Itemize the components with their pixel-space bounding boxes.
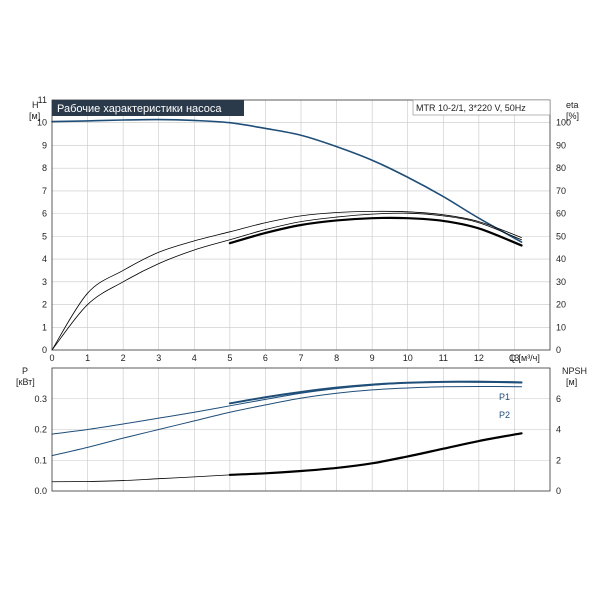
series-label-p1: P1 — [499, 392, 510, 402]
y-right-tick-label: 80 — [556, 163, 566, 173]
y-right-tick-label: 4 — [556, 425, 561, 435]
x-tick-label: 10 — [403, 353, 413, 363]
npsh-axis-label: NPSH — [562, 366, 587, 376]
y-right-tick-label: 6 — [556, 394, 561, 404]
y-left-tick-label: 7 — [42, 186, 47, 196]
series-line-0-0 — [51, 118, 523, 243]
y-left-tick-label: 10 — [37, 118, 47, 128]
series-line-0-1 — [51, 210, 522, 351]
upper-curves — [51, 118, 523, 351]
y-left-tick-label: 3 — [42, 277, 47, 287]
y-left-tick-label: 2 — [42, 300, 47, 310]
y-right-tick-label: 10 — [556, 322, 566, 332]
y-right-tick-label: 40 — [556, 254, 566, 264]
y-right-tick-label: 50 — [556, 231, 566, 241]
y-left-unit: [м] — [29, 111, 40, 121]
model-label: MTR 10-2/1, 3*220 V, 50Hz — [416, 103, 526, 113]
x-tick-label: 8 — [334, 353, 339, 363]
lower-tick-labels: 0.0 0.1 0.2 0.3 0 2 4 6 — [34, 394, 561, 496]
lower-curves — [51, 380, 523, 483]
y-left-label: H — [32, 100, 39, 110]
series-line-1-3 — [51, 474, 231, 483]
y-left-tick-label: 4 — [42, 254, 47, 264]
upper-plot-frame — [51, 99, 551, 351]
power-axis-unit: [кВт] — [16, 377, 35, 387]
upper-grid — [52, 100, 550, 350]
series-line-0-2 — [51, 212, 522, 351]
y-left-tick-label: 0.3 — [34, 394, 47, 404]
y-right-tick-label: 0 — [556, 345, 561, 355]
series-line-0-3 — [228, 216, 523, 247]
lower-plot-frame — [51, 367, 551, 492]
x-axis-label: Q [м³/ч] — [509, 353, 540, 363]
y-right-tick-label: 70 — [556, 186, 566, 196]
y-left-tick-label: 0.1 — [34, 455, 47, 465]
x-tick-label: 1 — [85, 353, 90, 363]
y-right-tick-label: 20 — [556, 300, 566, 310]
x-tick-label: 12 — [474, 353, 484, 363]
y-left-tick-label: 9 — [42, 140, 47, 150]
y-right-label: eta — [566, 100, 579, 110]
y-left-tick-label: 0.0 — [34, 486, 47, 496]
npsh-axis-unit: [м] — [566, 377, 577, 387]
series-line-1-0 — [51, 380, 523, 435]
series-line-1-4 — [228, 432, 523, 476]
y-left-tick-label: 11 — [38, 95, 47, 105]
y-right-tick-label: 100 — [556, 118, 571, 128]
x-tick-label: 9 — [370, 353, 375, 363]
x-tick-label: 0 — [49, 353, 54, 363]
model-box — [412, 99, 551, 116]
power-axis-label: P — [22, 366, 28, 376]
y-right-unit: [%] — [566, 111, 579, 121]
y-right-tick-label: 30 — [556, 277, 566, 287]
chart-title: Рабочие характеристики насоса — [57, 103, 222, 115]
y-right-tick-label: 60 — [556, 209, 566, 219]
y-left-tick-label: 5 — [42, 231, 47, 241]
y-right-tick-label: 0 — [556, 486, 561, 496]
x-tick-label: 3 — [156, 353, 161, 363]
series-line-1-1 — [51, 385, 523, 457]
x-tick-label: 6 — [263, 353, 268, 363]
x-tick-label: 13 — [509, 353, 519, 363]
x-tick-label: 2 — [121, 353, 126, 363]
x-tick-label: 5 — [227, 353, 232, 363]
y-right-tick-label: 2 — [556, 455, 561, 465]
x-tick-label: 7 — [298, 353, 303, 363]
y-left-tick-label: 6 — [42, 209, 47, 219]
y-left-tick-label: 0.2 — [34, 425, 47, 435]
series-label-p2: P2 — [499, 410, 510, 420]
y-right-tick-label: 90 — [556, 140, 566, 150]
y-left-tick-label: 0 — [42, 345, 47, 355]
x-tick-label: 11 — [439, 353, 448, 363]
title-background — [52, 100, 244, 116]
y-left-tick-label: 8 — [42, 163, 47, 173]
x-tick-label: 4 — [192, 353, 197, 363]
series-line-1-2 — [228, 380, 523, 405]
y-left-tick-label: 1 — [42, 322, 47, 332]
